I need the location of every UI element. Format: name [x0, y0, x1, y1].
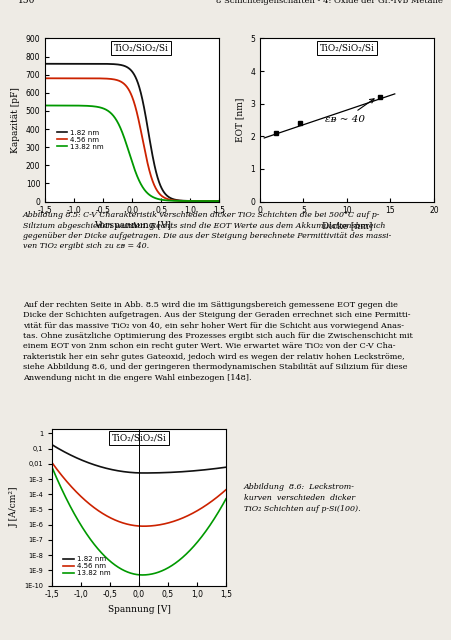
Text: εᴃ ~ 40: εᴃ ~ 40: [324, 99, 373, 124]
Text: TiO₂/SiO₂/Si: TiO₂/SiO₂/Si: [113, 44, 168, 52]
Legend: 1.82 nm, 4.56 nm, 13.82 nm: 1.82 nm, 4.56 nm, 13.82 nm: [60, 554, 113, 579]
Text: Abbildung 8.5: C-V Charakteristik verschieden dicker TiO₂ Schichten die bei 500°: Abbildung 8.5: C-V Charakteristik versch…: [23, 211, 390, 250]
Text: Auf der rechten Seite in Abb. 8.5 wird die im Sättigungsbereich gemessene EOT ge: Auf der rechten Seite in Abb. 8.5 wird d…: [23, 301, 411, 381]
Text: TiO₂/SiO₂/Si: TiO₂/SiO₂/Si: [319, 44, 373, 52]
Text: 150: 150: [18, 0, 35, 5]
X-axis label: Dicke [nm]: Dicke [nm]: [321, 221, 371, 230]
X-axis label: Vorspannung [V]: Vorspannung [V]: [93, 221, 170, 230]
Text: 8 Schichteigenschaften - 4: Oxide der Gr.-IVb Metalle: 8 Schichteigenschaften - 4: Oxide der Gr…: [216, 0, 442, 5]
Y-axis label: Kapazität [pF]: Kapazität [pF]: [11, 87, 20, 153]
X-axis label: Spannung [V]: Spannung [V]: [107, 605, 170, 614]
Legend: 1.82 nm, 4.56 nm, 13.82 nm: 1.82 nm, 4.56 nm, 13.82 nm: [54, 127, 106, 152]
Y-axis label: J [A/cm²]: J [A/cm²]: [9, 487, 18, 527]
Text: TiO₂/SiO₂/Si: TiO₂/SiO₂/Si: [111, 433, 166, 442]
Text: Abbildung  8.6:  Leckstrom-
kurven  verschieden  dicker
TiO₂ Schichten auf p-Si(: Abbildung 8.6: Leckstrom- kurven verschi…: [244, 483, 360, 513]
Y-axis label: EOT [nm]: EOT [nm]: [235, 98, 244, 142]
